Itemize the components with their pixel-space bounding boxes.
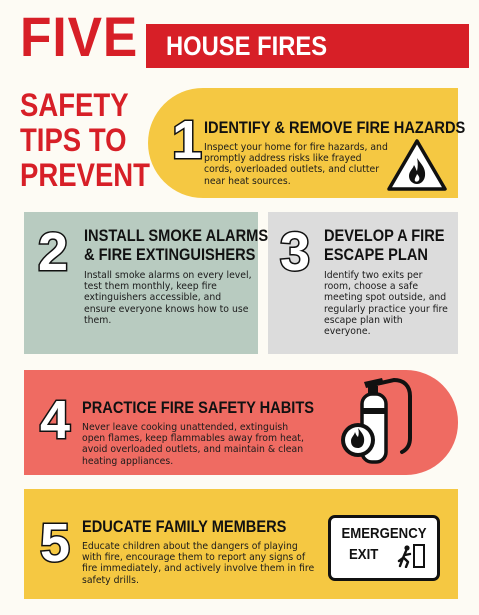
tip-title: INSTALL SMOKE ALARMS & FIRE EXTINGUISHER… [84, 226, 268, 264]
house-fires-banner: HOUSE FIRES [146, 24, 469, 68]
running-person-icon [397, 544, 425, 568]
tip-body: Install smoke alarms on every level, tes… [84, 270, 252, 326]
tip-title: EDUCATE FAMILY MEMBERS [82, 517, 287, 536]
tip-number: 4 [38, 390, 71, 450]
tip-card-2: 2 INSTALL SMOKE ALARMS & FIRE EXTINGUISH… [24, 212, 268, 354]
subtitle-line: TIPS TO [20, 122, 127, 158]
exit-sign-line: EXIT [349, 546, 379, 563]
tip-card-1: 1 IDENTIFY & REMOVE FIRE HAZARDS Inspect… [148, 88, 465, 198]
tip-body: Identify two exits per room, choose a sa… [324, 270, 448, 338]
tip-title-line: DEVELOP A FIRE [324, 226, 445, 245]
title-five: FIVE [20, 5, 139, 68]
fire-hazard-warning-icon [387, 139, 447, 191]
emergency-exit-sign-icon: EMERGENCY EXIT [328, 515, 440, 581]
banner-label: HOUSE FIRES [166, 31, 328, 61]
tip-card-5: 5 EDUCATE FAMILY MEMBERS Educate childre… [24, 489, 458, 599]
tip-body: Inspect your home for fire hazards, and … [204, 142, 388, 187]
tip-title: DEVELOP A FIRE ESCAPE PLAN [324, 226, 445, 264]
subtitle-line: PREVENT [20, 157, 150, 193]
fire-extinguisher-icon [341, 377, 412, 464]
tip-title-line: & FIRE EXTINGUISHERS [84, 245, 256, 264]
tip-body: Never leave cooking unattended, extingui… [82, 422, 304, 467]
tip-title: PRACTICE FIRE SAFETY HABITS [82, 398, 315, 417]
tip-number: 2 [36, 222, 69, 282]
exit-sign-line: EMERGENCY [341, 525, 427, 542]
tip-title-line: ESCAPE PLAN [324, 245, 428, 264]
tip-number: 1 [170, 110, 203, 170]
tip-card-3: 3 DEVELOP A FIRE ESCAPE PLAN Identify tw… [268, 212, 458, 354]
tip-body: Educate children about the dangers of pl… [82, 541, 315, 586]
tip-title-line: INSTALL SMOKE ALARMS [84, 226, 269, 245]
tip-number: 3 [278, 222, 311, 282]
tip-number: 5 [38, 513, 71, 573]
subtitle: SAFETY TIPS TO PREVENT [20, 87, 150, 193]
tip-title: IDENTIFY & REMOVE FIRE HAZARDS [204, 118, 466, 137]
subtitle-line: SAFETY [20, 87, 129, 123]
tip-card-4: 4 PRACTICE FIRE SAFETY HABITS Never leav… [24, 370, 458, 475]
